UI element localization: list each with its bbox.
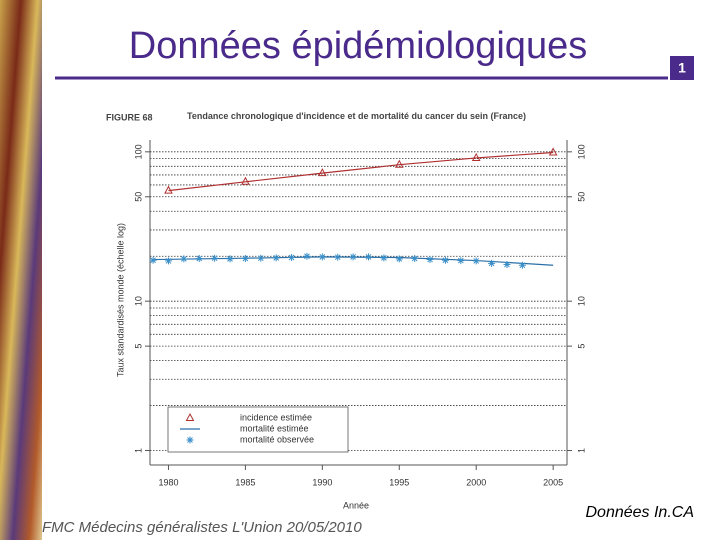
y2-tick-label: 100 — [576, 144, 586, 159]
asterisk-marker — [349, 253, 357, 261]
y2-tick-label: 5 — [576, 344, 586, 349]
asterisk-marker — [380, 254, 388, 262]
x-tick-label: 1995 — [389, 477, 409, 487]
y2-tick-label: 1 — [576, 448, 586, 453]
asterisk-marker — [303, 252, 311, 260]
y2-tick-label: 50 — [576, 192, 586, 202]
asterisk-marker — [180, 255, 188, 263]
slide-title: Données épidémiologiques — [129, 25, 587, 67]
x-tick-label: 2005 — [543, 477, 563, 487]
asterisk-marker — [395, 255, 403, 263]
x-tick-label: 2000 — [466, 477, 486, 487]
asterisk-marker — [457, 257, 465, 265]
triangle-marker — [241, 176, 250, 185]
y-tick-label: 1 — [133, 448, 143, 453]
x-axis-label: Année — [343, 500, 369, 510]
x-tick-label: 1985 — [235, 477, 255, 487]
footer: FMC Médecins généralistes L'Union 20/05/… — [42, 519, 362, 536]
legend-marker — [185, 412, 195, 421]
figure-label: FIGURE 68 — [106, 112, 153, 122]
triangle-marker — [548, 147, 558, 156]
chart-title-box: Tendance chronologique d'incidence et de… — [187, 111, 527, 121]
decorative-strip — [0, 0, 42, 540]
y-tick-label: 100 — [133, 144, 143, 159]
asterisk-marker — [211, 254, 219, 262]
slide-number-box — [670, 56, 694, 80]
source: Données In.CA — [585, 504, 694, 521]
series-line — [168, 151, 554, 192]
y-tick-label: 50 — [133, 192, 143, 202]
triangle-marker — [164, 185, 173, 194]
asterisk-marker — [334, 253, 342, 261]
y2-tick-label: 10 — [576, 296, 586, 306]
asterisk-marker — [288, 254, 296, 262]
x-tick-label: 1990 — [312, 477, 332, 487]
legend-box — [167, 406, 349, 453]
chart-title: Tendance chronologique d'incidence et de… — [187, 111, 527, 121]
x-tick-label: 1980 — [158, 477, 178, 487]
asterisk-marker — [426, 256, 434, 264]
legend-label: incidence estimée — [240, 412, 312, 422]
asterisk-marker — [226, 255, 234, 263]
y-tick-label: 10 — [133, 296, 143, 306]
asterisk-marker — [365, 253, 373, 261]
legend-label: mortalité estimée — [240, 423, 309, 433]
asterisk-marker — [272, 254, 280, 262]
asterisk-marker — [318, 253, 326, 261]
asterisk-marker — [195, 255, 203, 263]
asterisk-marker — [257, 254, 265, 262]
asterisk-marker — [472, 257, 480, 265]
asterisk-marker — [149, 256, 157, 264]
asterisk-marker — [518, 261, 526, 269]
triangle-marker — [318, 168, 327, 177]
asterisk-marker — [164, 257, 172, 265]
legend-label: mortalité observée — [240, 434, 314, 444]
asterisk-marker — [488, 259, 496, 267]
asterisk-marker — [503, 261, 511, 269]
asterisk-marker — [411, 255, 419, 263]
slide-number: 1 — [678, 60, 686, 76]
triangle-marker — [471, 152, 481, 161]
asterisk-marker — [241, 255, 249, 263]
legend-marker — [186, 436, 194, 444]
y-axis-label: Taux standardisés monde (échelle log) — [115, 223, 125, 377]
asterisk-marker — [441, 256, 449, 264]
y-tick-label: 5 — [133, 344, 143, 349]
triangle-marker — [394, 159, 404, 168]
